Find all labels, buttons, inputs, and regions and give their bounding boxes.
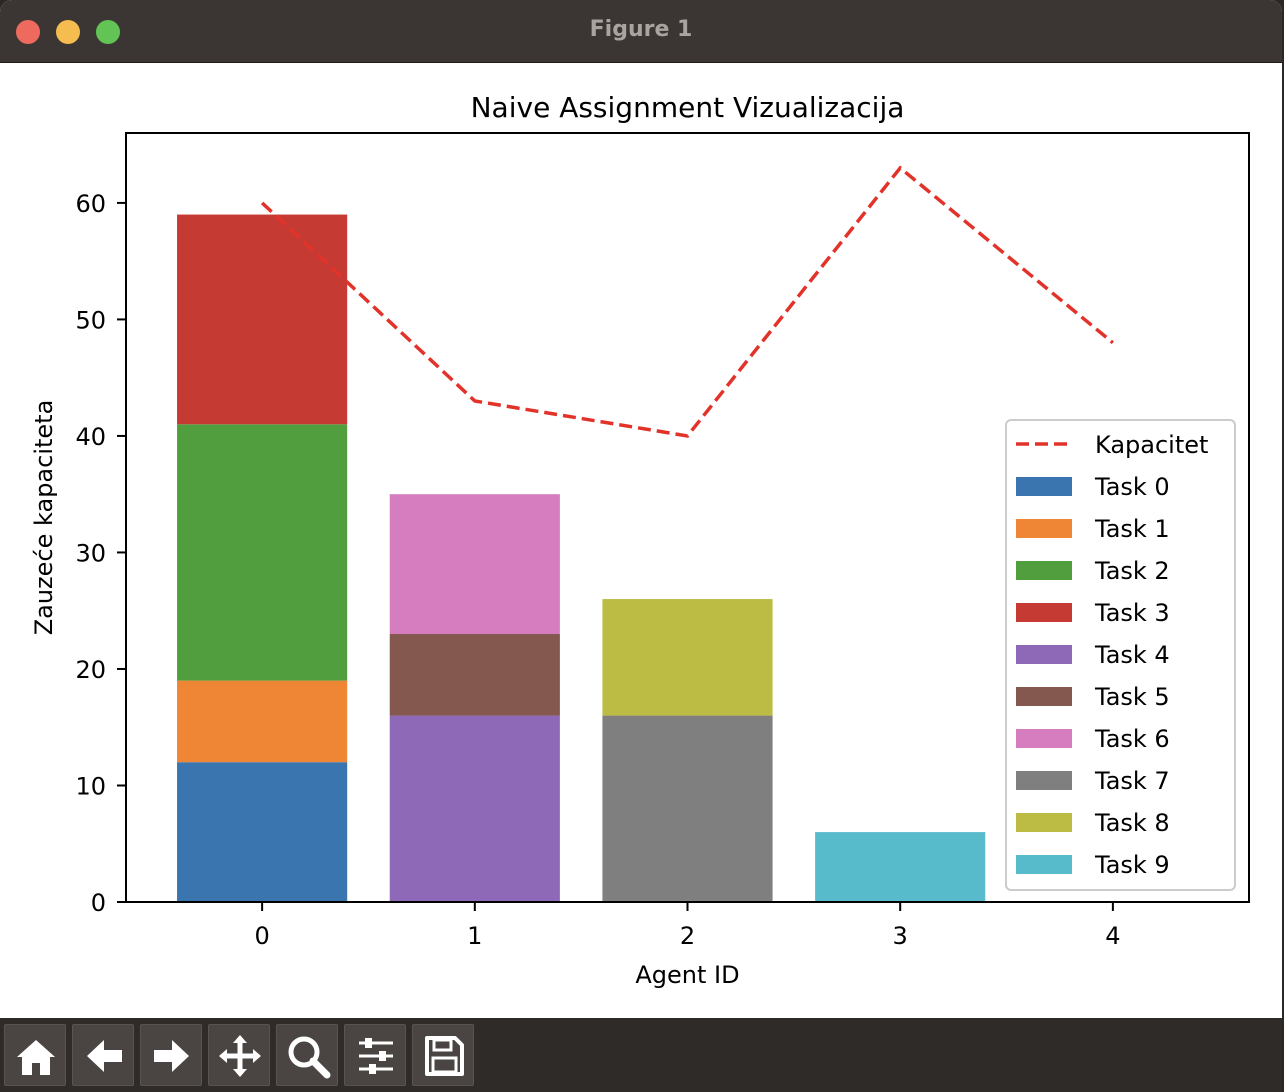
y-tick-label: 10 <box>75 772 106 800</box>
legend-label: Task 0 <box>1094 473 1170 501</box>
x-tick-label: 3 <box>893 922 908 950</box>
x-axis-label: Agent ID <box>635 961 739 989</box>
legend-swatch <box>1016 519 1072 538</box>
legend-swatch <box>1016 561 1072 580</box>
pan-button[interactable] <box>208 1024 270 1086</box>
capacity-line <box>260 165 1114 438</box>
configure-subplots-button[interactable] <box>344 1024 406 1086</box>
close-window-button[interactable] <box>16 20 40 44</box>
legend-swatch <box>1016 477 1072 496</box>
legend-swatch <box>1016 855 1072 874</box>
forward-button[interactable] <box>140 1024 202 1086</box>
legend-label: Task 2 <box>1094 557 1170 585</box>
bar-segment-task-8 <box>602 599 773 716</box>
y-tick-label: 20 <box>75 656 106 684</box>
legend-swatch <box>1016 645 1072 664</box>
legend-label: Kapacitet <box>1095 431 1208 459</box>
bar-segment-task-5 <box>389 634 560 716</box>
legend-swatch <box>1016 729 1072 748</box>
x-tick-label: 2 <box>680 922 695 950</box>
magnifier-icon <box>288 1036 331 1079</box>
legend-swatch <box>1016 813 1072 832</box>
y-tick-label: 30 <box>75 539 106 567</box>
chart-title: Naive Assignment Vizualizacija <box>471 91 905 124</box>
arrow-right-icon <box>154 1040 189 1072</box>
y-axis-label: Zauzeće kapaciteta <box>30 400 58 636</box>
legend-label: Task 5 <box>1094 683 1170 711</box>
legend-swatch <box>1016 771 1072 790</box>
bar-segment-task-4 <box>389 715 560 902</box>
arrow-left-icon <box>87 1040 122 1072</box>
back-button[interactable] <box>72 1024 134 1086</box>
legend-label: Task 4 <box>1094 641 1170 669</box>
navigation-toolbar <box>0 1018 1282 1092</box>
zoom-button[interactable] <box>276 1024 338 1086</box>
bar-segment-task-9 <box>815 832 986 902</box>
legend-label: Task 3 <box>1094 599 1170 627</box>
title-bar[interactable]: Figure 1 <box>0 0 1282 63</box>
bar-segment-task-6 <box>389 494 560 635</box>
legend-label: Task 6 <box>1094 725 1170 753</box>
sliders-icon <box>359 1038 393 1074</box>
minimize-window-button[interactable] <box>56 20 80 44</box>
move-icon <box>219 1035 261 1077</box>
legend-label: Task 8 <box>1094 809 1170 837</box>
x-tick-label: 1 <box>467 922 482 950</box>
bar-segment-task-0 <box>177 762 348 902</box>
legend-label: Task 1 <box>1094 515 1170 543</box>
bar-segment-task-1 <box>177 680 348 763</box>
x-tick-label: 4 <box>1105 922 1120 950</box>
window-title: Figure 1 <box>589 17 693 42</box>
legend-label: Task 7 <box>1094 767 1170 795</box>
bar-segment-task-2 <box>177 424 348 681</box>
y-tick-label: 60 <box>75 190 106 218</box>
floppy-disk-icon <box>425 1036 464 1076</box>
legend-label: Task 9 <box>1094 851 1170 879</box>
figure-canvas[interactable]: Naive Assignment Vizualizacija 0 1 2 3 4 0 10 20… <box>0 63 1282 1018</box>
y-tick-label: 50 <box>75 306 106 334</box>
bar-segment-task-7 <box>602 715 773 902</box>
y-tick-label: 40 <box>75 423 106 451</box>
save-button[interactable] <box>412 1024 474 1086</box>
legend-swatch <box>1016 603 1072 622</box>
y-tick-label: 0 <box>91 889 106 917</box>
home-button[interactable] <box>4 1024 66 1086</box>
x-tick-label: 0 <box>254 922 269 950</box>
legend-swatch <box>1016 687 1072 706</box>
zoom-window-button[interactable] <box>96 20 120 44</box>
bar-segment-task-3 <box>177 214 348 425</box>
home-icon <box>17 1040 55 1075</box>
